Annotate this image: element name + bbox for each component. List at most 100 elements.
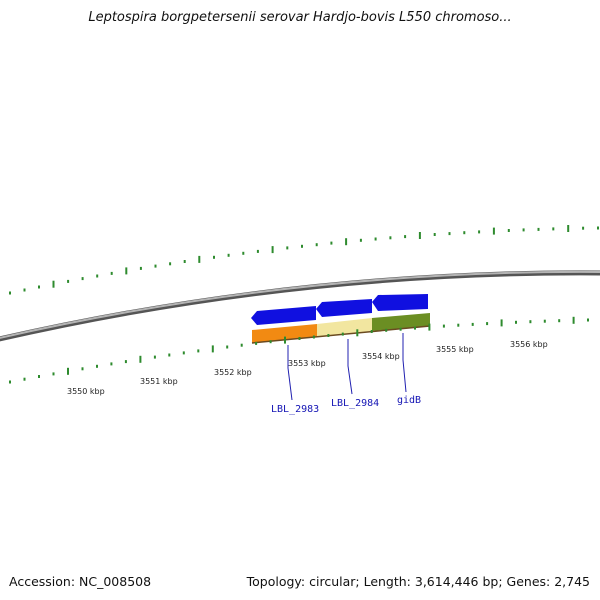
gene-label-gidB[interactable]: gidB bbox=[397, 395, 421, 406]
minor-tick bbox=[197, 349, 200, 353]
minor-tick bbox=[269, 340, 272, 344]
minor-tick bbox=[226, 345, 229, 349]
minor-tick bbox=[478, 230, 481, 234]
minor-tick bbox=[23, 288, 26, 292]
minor-tick bbox=[301, 244, 303, 248]
chromosome-backbone-highlight bbox=[0, 270, 600, 339]
upper-tick-track bbox=[9, 225, 599, 295]
major-tick bbox=[418, 232, 421, 239]
genome-summary: Topology: circular; Length: 3,614,446 bp… bbox=[246, 574, 590, 589]
minor-tick bbox=[81, 367, 84, 371]
minor-tick bbox=[389, 236, 392, 240]
minor-tick bbox=[404, 235, 407, 239]
minor-tick bbox=[110, 271, 113, 275]
tick-label-3553: 3553 kbp bbox=[288, 359, 326, 368]
tick-label-3551: 3551 kbp bbox=[140, 377, 178, 386]
major-tick bbox=[125, 267, 128, 275]
minor-tick bbox=[537, 227, 540, 231]
minor-tick bbox=[182, 351, 185, 355]
minor-tick bbox=[330, 241, 333, 245]
minor-tick bbox=[507, 229, 510, 232]
gene-arrow-gidB[interactable] bbox=[372, 294, 428, 311]
minor-tick bbox=[67, 279, 70, 283]
major-tick bbox=[271, 246, 274, 254]
feature-bar bbox=[251, 313, 431, 344]
minor-tick bbox=[463, 231, 466, 235]
minor-tick bbox=[374, 237, 377, 241]
minor-tick bbox=[587, 318, 589, 322]
major-tick bbox=[572, 316, 575, 324]
gene-arrows bbox=[251, 294, 428, 325]
minor-tick bbox=[558, 319, 561, 323]
minor-tick bbox=[298, 337, 301, 340]
minor-tick bbox=[23, 377, 26, 381]
tick-label-3552: 3552 kbp bbox=[214, 368, 252, 377]
minor-tick bbox=[486, 322, 489, 326]
minor-tick bbox=[96, 364, 98, 368]
callout-line-gidB bbox=[402, 333, 407, 393]
minor-tick bbox=[286, 246, 289, 250]
minor-tick bbox=[370, 330, 373, 333]
minor-tick bbox=[341, 332, 344, 336]
tick-label-3550: 3550 kbp bbox=[67, 387, 105, 396]
gene-label-LBL_2983[interactable]: LBL_2983 bbox=[271, 404, 319, 415]
minor-tick bbox=[471, 322, 474, 326]
minor-tick bbox=[543, 319, 546, 323]
major-tick bbox=[567, 225, 570, 232]
minor-tick bbox=[552, 227, 555, 231]
minor-tick bbox=[81, 277, 84, 281]
tick-label-3555: 3555 kbp bbox=[436, 345, 474, 354]
major-tick bbox=[428, 323, 431, 331]
minor-tick bbox=[597, 226, 599, 230]
minor-tick bbox=[529, 320, 532, 324]
minor-tick bbox=[359, 238, 362, 242]
minor-tick bbox=[227, 253, 230, 257]
major-tick bbox=[284, 336, 286, 344]
minor-tick bbox=[385, 328, 388, 332]
major-tick bbox=[345, 238, 348, 246]
major-tick bbox=[67, 367, 69, 375]
minor-tick bbox=[153, 355, 156, 359]
minor-tick bbox=[448, 232, 451, 236]
tick-label-3556: 3556 kbp bbox=[510, 340, 548, 349]
minor-tick bbox=[52, 372, 55, 376]
minor-tick bbox=[240, 343, 243, 347]
tick-label-3554: 3554 kbp bbox=[362, 352, 400, 361]
gene-callouts: LBL_2983 LBL_2984 gidB bbox=[271, 333, 421, 415]
minor-tick bbox=[442, 324, 445, 328]
minor-tick bbox=[256, 249, 259, 253]
minor-tick bbox=[242, 251, 245, 255]
minor-tick bbox=[9, 291, 11, 295]
minor-tick bbox=[110, 362, 113, 366]
major-tick bbox=[139, 355, 142, 363]
minor-tick bbox=[9, 380, 11, 384]
minor-tick bbox=[433, 233, 436, 236]
minor-tick bbox=[169, 262, 172, 266]
callout-line-LBL_2984 bbox=[347, 339, 353, 395]
minor-tick bbox=[255, 341, 258, 345]
feature-segment-olive bbox=[372, 313, 430, 331]
minor-tick bbox=[154, 264, 157, 268]
lower-tick-track bbox=[9, 316, 589, 384]
gene-arrow-LBL_2983[interactable] bbox=[251, 306, 316, 325]
map-title: Leptospira borgpetersenii serovar Hardjo… bbox=[88, 10, 512, 25]
minor-tick bbox=[183, 260, 186, 263]
minor-tick bbox=[124, 360, 127, 364]
minor-tick bbox=[522, 228, 525, 232]
minor-tick bbox=[457, 323, 460, 327]
major-tick bbox=[198, 255, 201, 263]
minor-tick bbox=[582, 226, 585, 230]
major-tick bbox=[500, 319, 503, 327]
major-tick bbox=[492, 227, 495, 235]
minor-tick bbox=[139, 266, 142, 270]
major-tick bbox=[52, 280, 55, 288]
chromosome-backbone bbox=[0, 270, 600, 342]
major-tick bbox=[211, 345, 214, 353]
gene-arrow-LBL_2984[interactable] bbox=[316, 299, 372, 317]
minor-tick bbox=[312, 335, 315, 339]
gene-label-LBL_2984[interactable]: LBL_2984 bbox=[331, 398, 379, 409]
minor-tick bbox=[38, 285, 40, 289]
accession-text: Accession: NC_008508 bbox=[9, 574, 152, 589]
minor-tick bbox=[327, 334, 330, 337]
